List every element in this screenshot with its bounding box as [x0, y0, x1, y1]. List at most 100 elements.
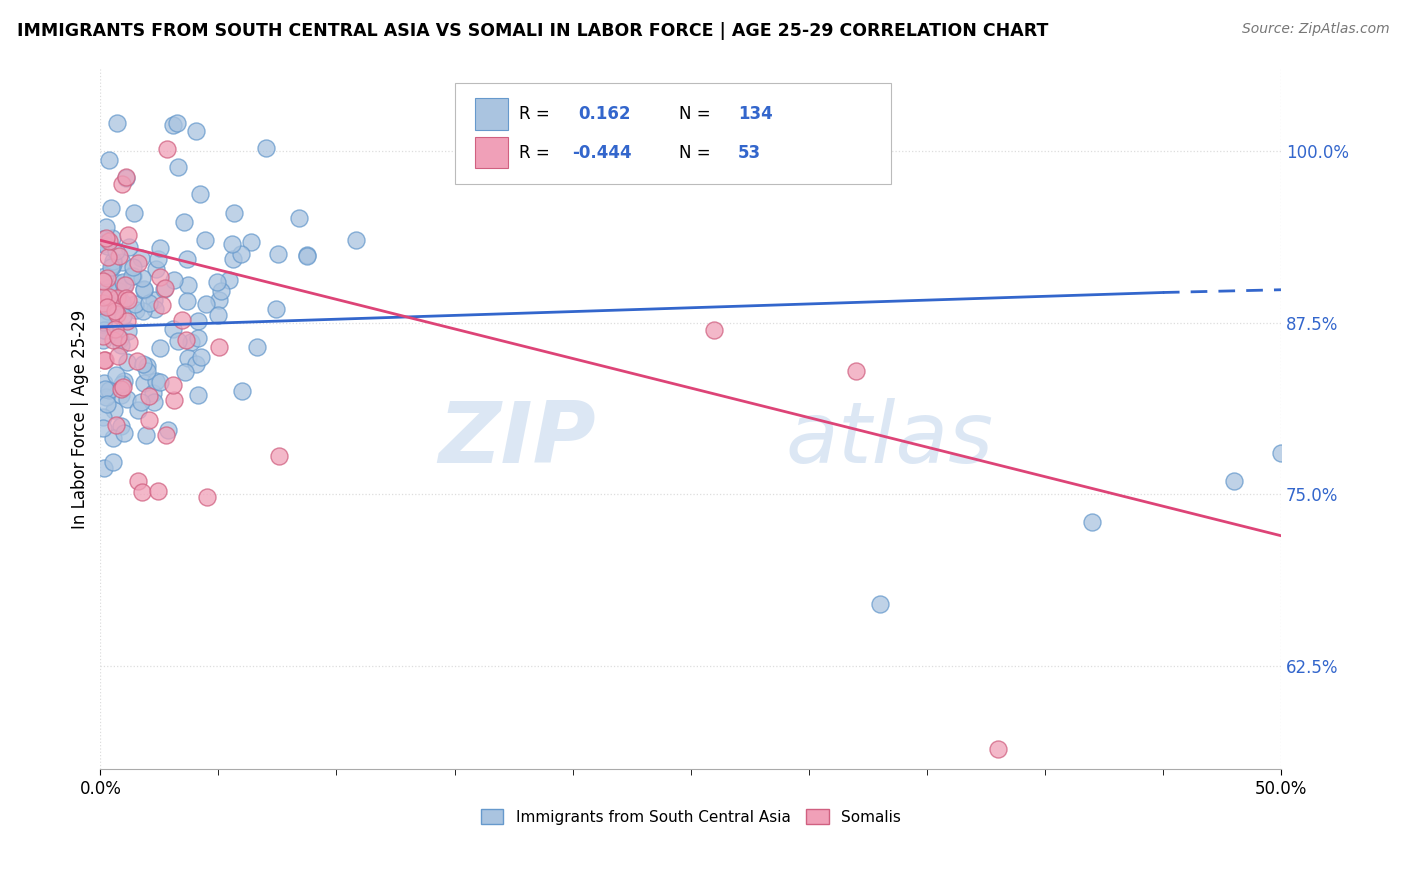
Point: [194, 296, 217, 310]
Point: [184, 357, 207, 371]
Point: [108, 333, 131, 347]
Point: [110, 388, 132, 402]
Point: [187, 331, 209, 345]
Point: [176, 277, 198, 292]
Point: [845, 364, 868, 378]
Point: [205, 276, 228, 290]
Point: [135, 364, 157, 378]
Point: [93, 353, 115, 368]
Point: [157, 423, 180, 437]
Point: [98, 322, 121, 336]
Point: [207, 308, 229, 322]
Point: [117, 228, 139, 243]
Point: [115, 392, 138, 407]
Point: [94, 323, 117, 337]
Point: [94, 231, 117, 245]
Point: [96, 219, 118, 234]
Point: [221, 236, 243, 251]
Point: [103, 402, 125, 417]
Point: [222, 206, 245, 220]
Point: [1270, 446, 1292, 460]
Point: [112, 375, 135, 389]
Point: [1222, 474, 1244, 488]
Point: [145, 261, 167, 276]
Point: [91, 317, 114, 331]
Point: [190, 350, 212, 364]
Point: [143, 293, 166, 307]
Point: [295, 248, 318, 262]
Point: [132, 303, 155, 318]
Point: [1081, 515, 1104, 529]
Y-axis label: In Labor Force | Age 25-29: In Labor Force | Age 25-29: [72, 310, 89, 529]
Point: [288, 211, 311, 226]
Point: [264, 301, 287, 316]
Legend: Immigrants from South Central Asia, Somalis: Immigrants from South Central Asia, Soma…: [481, 809, 901, 825]
Point: [94, 268, 117, 283]
Point: [110, 337, 132, 351]
Point: [122, 206, 145, 220]
Point: [211, 285, 233, 299]
Point: [145, 375, 167, 389]
Text: 134: 134: [738, 105, 773, 123]
Point: [103, 254, 125, 268]
Point: [117, 293, 139, 308]
Point: [143, 395, 166, 409]
Point: [103, 333, 125, 347]
Point: [208, 340, 231, 354]
Point: [231, 384, 253, 398]
Point: [91, 328, 114, 343]
Point: [100, 201, 122, 215]
Point: [176, 293, 198, 308]
Point: [111, 294, 134, 309]
Point: [146, 484, 169, 499]
Point: [162, 392, 184, 407]
Point: [100, 260, 122, 274]
Point: [112, 426, 135, 441]
Point: [134, 376, 156, 391]
Point: [173, 214, 195, 228]
Point: [117, 354, 139, 368]
Point: [149, 241, 172, 255]
Point: [136, 359, 159, 373]
Point: [118, 240, 141, 254]
Point: [131, 484, 153, 499]
Text: ZIP: ZIP: [439, 399, 596, 482]
Point: [91, 283, 114, 297]
Text: Source: ZipAtlas.com: Source: ZipAtlas.com: [1241, 22, 1389, 37]
Point: [105, 307, 128, 321]
Point: [108, 249, 131, 263]
Point: [117, 324, 139, 338]
Point: [110, 382, 132, 396]
FancyBboxPatch shape: [454, 83, 891, 184]
Text: N =: N =: [679, 144, 710, 161]
Point: [166, 116, 188, 130]
Point: [93, 323, 115, 337]
Point: [98, 153, 121, 168]
Point: [177, 351, 200, 366]
Point: [112, 379, 135, 393]
Point: [101, 455, 124, 469]
Point: [114, 277, 136, 292]
Point: [176, 252, 198, 266]
Point: [107, 276, 129, 290]
Point: [174, 333, 197, 347]
Point: [105, 116, 128, 130]
Point: [111, 275, 134, 289]
Point: [138, 389, 160, 403]
Point: [131, 270, 153, 285]
Text: 53: 53: [738, 144, 761, 161]
Point: [155, 428, 177, 442]
Point: [295, 249, 318, 263]
Point: [344, 233, 367, 247]
Point: [105, 291, 128, 305]
Point: [703, 323, 725, 337]
Point: [91, 295, 114, 310]
Point: [121, 268, 143, 283]
Point: [267, 450, 290, 464]
FancyBboxPatch shape: [475, 136, 508, 169]
Point: [163, 273, 186, 287]
Point: [122, 260, 145, 275]
Point: [129, 394, 152, 409]
Point: [97, 304, 120, 318]
Point: [127, 402, 149, 417]
